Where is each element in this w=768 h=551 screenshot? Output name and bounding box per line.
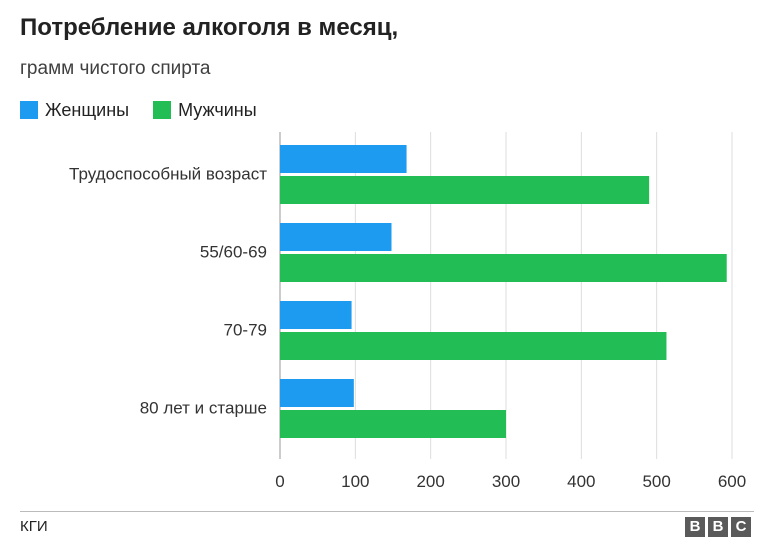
category-label: 70-79 xyxy=(224,321,267,340)
bbc-logo: B B C xyxy=(685,517,754,537)
x-tick-label: 600 xyxy=(718,472,746,491)
category-label: Трудоспособный возраст xyxy=(69,165,267,184)
category-label: 80 лет и старше xyxy=(140,399,267,418)
bar-men xyxy=(280,332,667,360)
legend: Женщины Мужчины xyxy=(20,99,281,121)
bar-men xyxy=(280,176,650,204)
bar-women xyxy=(280,301,352,329)
bar-men xyxy=(280,410,506,438)
legend-item-men: Мужчины xyxy=(153,100,257,121)
legend-label-men: Мужчины xyxy=(178,99,257,120)
x-tick-label: 100 xyxy=(341,472,369,491)
bar-women xyxy=(280,145,407,173)
category-label: 55/60-69 xyxy=(200,243,267,262)
bbc-logo-letter: B xyxy=(685,517,705,537)
legend-label-women: Женщины xyxy=(45,99,130,120)
legend-swatch-men xyxy=(153,101,172,119)
x-tick-label: 0 xyxy=(275,472,284,491)
bar-women xyxy=(280,379,354,407)
chart-title: Потребление алкоголя в месяц, xyxy=(20,14,399,41)
source-label: КГИ xyxy=(20,518,48,535)
footer-divider xyxy=(20,511,754,512)
bar-men xyxy=(280,254,727,282)
legend-swatch-women xyxy=(20,101,38,119)
bbc-logo-letter: C xyxy=(731,517,751,537)
legend-item-women: Женщины xyxy=(20,100,129,121)
chart-subtitle: грамм чистого спирта xyxy=(20,58,211,79)
bar-women xyxy=(280,223,392,251)
x-tick-label: 400 xyxy=(567,472,595,491)
x-tick-label: 300 xyxy=(492,472,520,491)
x-tick-label: 200 xyxy=(416,472,444,491)
bbc-logo-letter: B xyxy=(708,517,728,537)
x-tick-label: 500 xyxy=(642,472,670,491)
